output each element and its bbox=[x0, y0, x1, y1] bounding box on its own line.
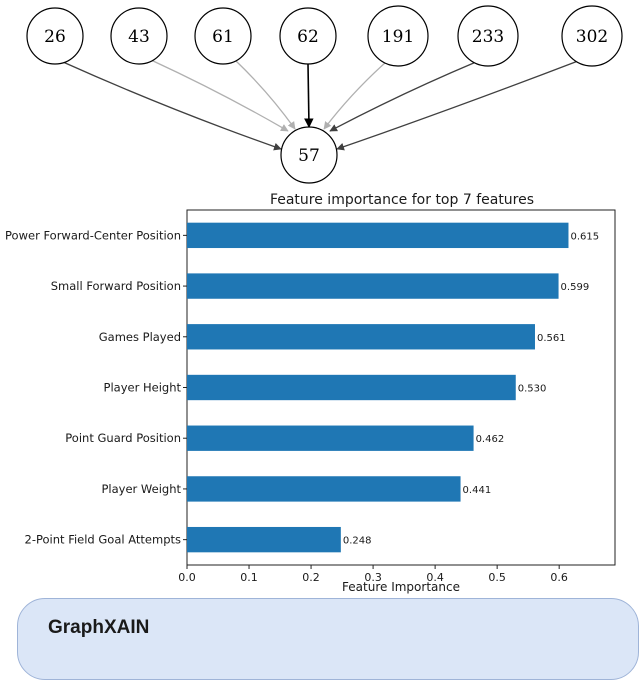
graph-node: 61 bbox=[194, 7, 252, 65]
x-tick-label: 0.0 bbox=[178, 571, 196, 584]
node-graph: 26 43 61 62 191 233 302 57 bbox=[26, 5, 623, 184]
x-tick-label: 0.2 bbox=[302, 571, 320, 584]
bar bbox=[187, 273, 559, 299]
x-axis-label: Feature Importance bbox=[342, 580, 460, 594]
bar-value-label: 0.462 bbox=[476, 434, 505, 445]
graph-node: 43 bbox=[110, 7, 168, 65]
node-circle bbox=[110, 7, 168, 65]
y-tick-label: Player Height bbox=[104, 381, 182, 395]
bar bbox=[187, 324, 535, 350]
node-circle bbox=[561, 5, 623, 67]
graphxain-panel: GraphXAIN bbox=[17, 598, 639, 680]
panel-title: GraphXAIN bbox=[48, 617, 150, 638]
graph-node: 26 bbox=[26, 7, 84, 65]
edge-233-to-57 bbox=[329, 61, 477, 132]
edge-62-to-57 bbox=[304, 63, 314, 128]
bar-value-label: 0.615 bbox=[570, 231, 599, 242]
x-tick-label: 0.6 bbox=[550, 571, 568, 584]
bar-value-label: 0.561 bbox=[537, 333, 566, 344]
node-label: 57 bbox=[298, 146, 320, 166]
node-label: 233 bbox=[472, 27, 504, 47]
x-tick-label: 0.1 bbox=[240, 571, 258, 584]
bar bbox=[187, 374, 516, 401]
edge-191-to-57 bbox=[323, 61, 387, 130]
node-label: 302 bbox=[576, 27, 608, 47]
bar-value-label: 0.599 bbox=[561, 282, 590, 293]
edge-302-to-57 bbox=[336, 60, 579, 151]
edge-61-to-57 bbox=[234, 59, 296, 130]
node-circle bbox=[26, 7, 84, 65]
node-circle bbox=[279, 7, 337, 65]
feature-importance-chart: Feature importance for top 7 features 0.… bbox=[5, 192, 616, 594]
bar-value-label: 0.248 bbox=[343, 536, 372, 547]
edge-26-to-57 bbox=[62, 61, 282, 151]
bar bbox=[187, 222, 569, 249]
graph-node: 62 bbox=[279, 7, 337, 65]
node-circle bbox=[457, 5, 519, 67]
node-label: 191 bbox=[382, 27, 414, 47]
edge-43-to-57 bbox=[150, 59, 289, 132]
node-label: 43 bbox=[128, 27, 150, 47]
chart-title: Feature importance for top 7 features bbox=[270, 192, 534, 208]
x-tick-label: 0.4 bbox=[426, 571, 444, 584]
node-circle bbox=[367, 5, 429, 67]
graph-node: 233 bbox=[457, 5, 519, 67]
bar-value-label: 0.441 bbox=[463, 485, 492, 496]
graph-node: 302 bbox=[561, 5, 623, 67]
graph-node: 191 bbox=[367, 5, 429, 67]
y-tick-label: Player Weight bbox=[101, 482, 181, 496]
bar bbox=[187, 476, 461, 502]
y-tick-label: Point Guard Position bbox=[65, 431, 181, 445]
node-circle bbox=[194, 7, 252, 65]
y-tick-label: Games Played bbox=[99, 330, 181, 344]
x-tick-label: 0.5 bbox=[488, 571, 506, 584]
bar bbox=[187, 425, 474, 451]
node-label: 62 bbox=[297, 27, 319, 47]
y-tick-label: Small Forward Position bbox=[51, 279, 181, 293]
y-tick-label: Power Forward-Center Position bbox=[5, 228, 181, 242]
node-label: 26 bbox=[44, 27, 66, 47]
bar bbox=[187, 526, 341, 553]
node-label: 61 bbox=[212, 27, 234, 47]
y-tick-label: 2-Point Field Goal Attempts bbox=[25, 533, 181, 547]
bar-value-label: 0.530 bbox=[518, 384, 547, 395]
x-tick-label: 0.3 bbox=[364, 571, 382, 584]
node-circle bbox=[280, 126, 338, 184]
target-node: 57 bbox=[280, 126, 338, 184]
